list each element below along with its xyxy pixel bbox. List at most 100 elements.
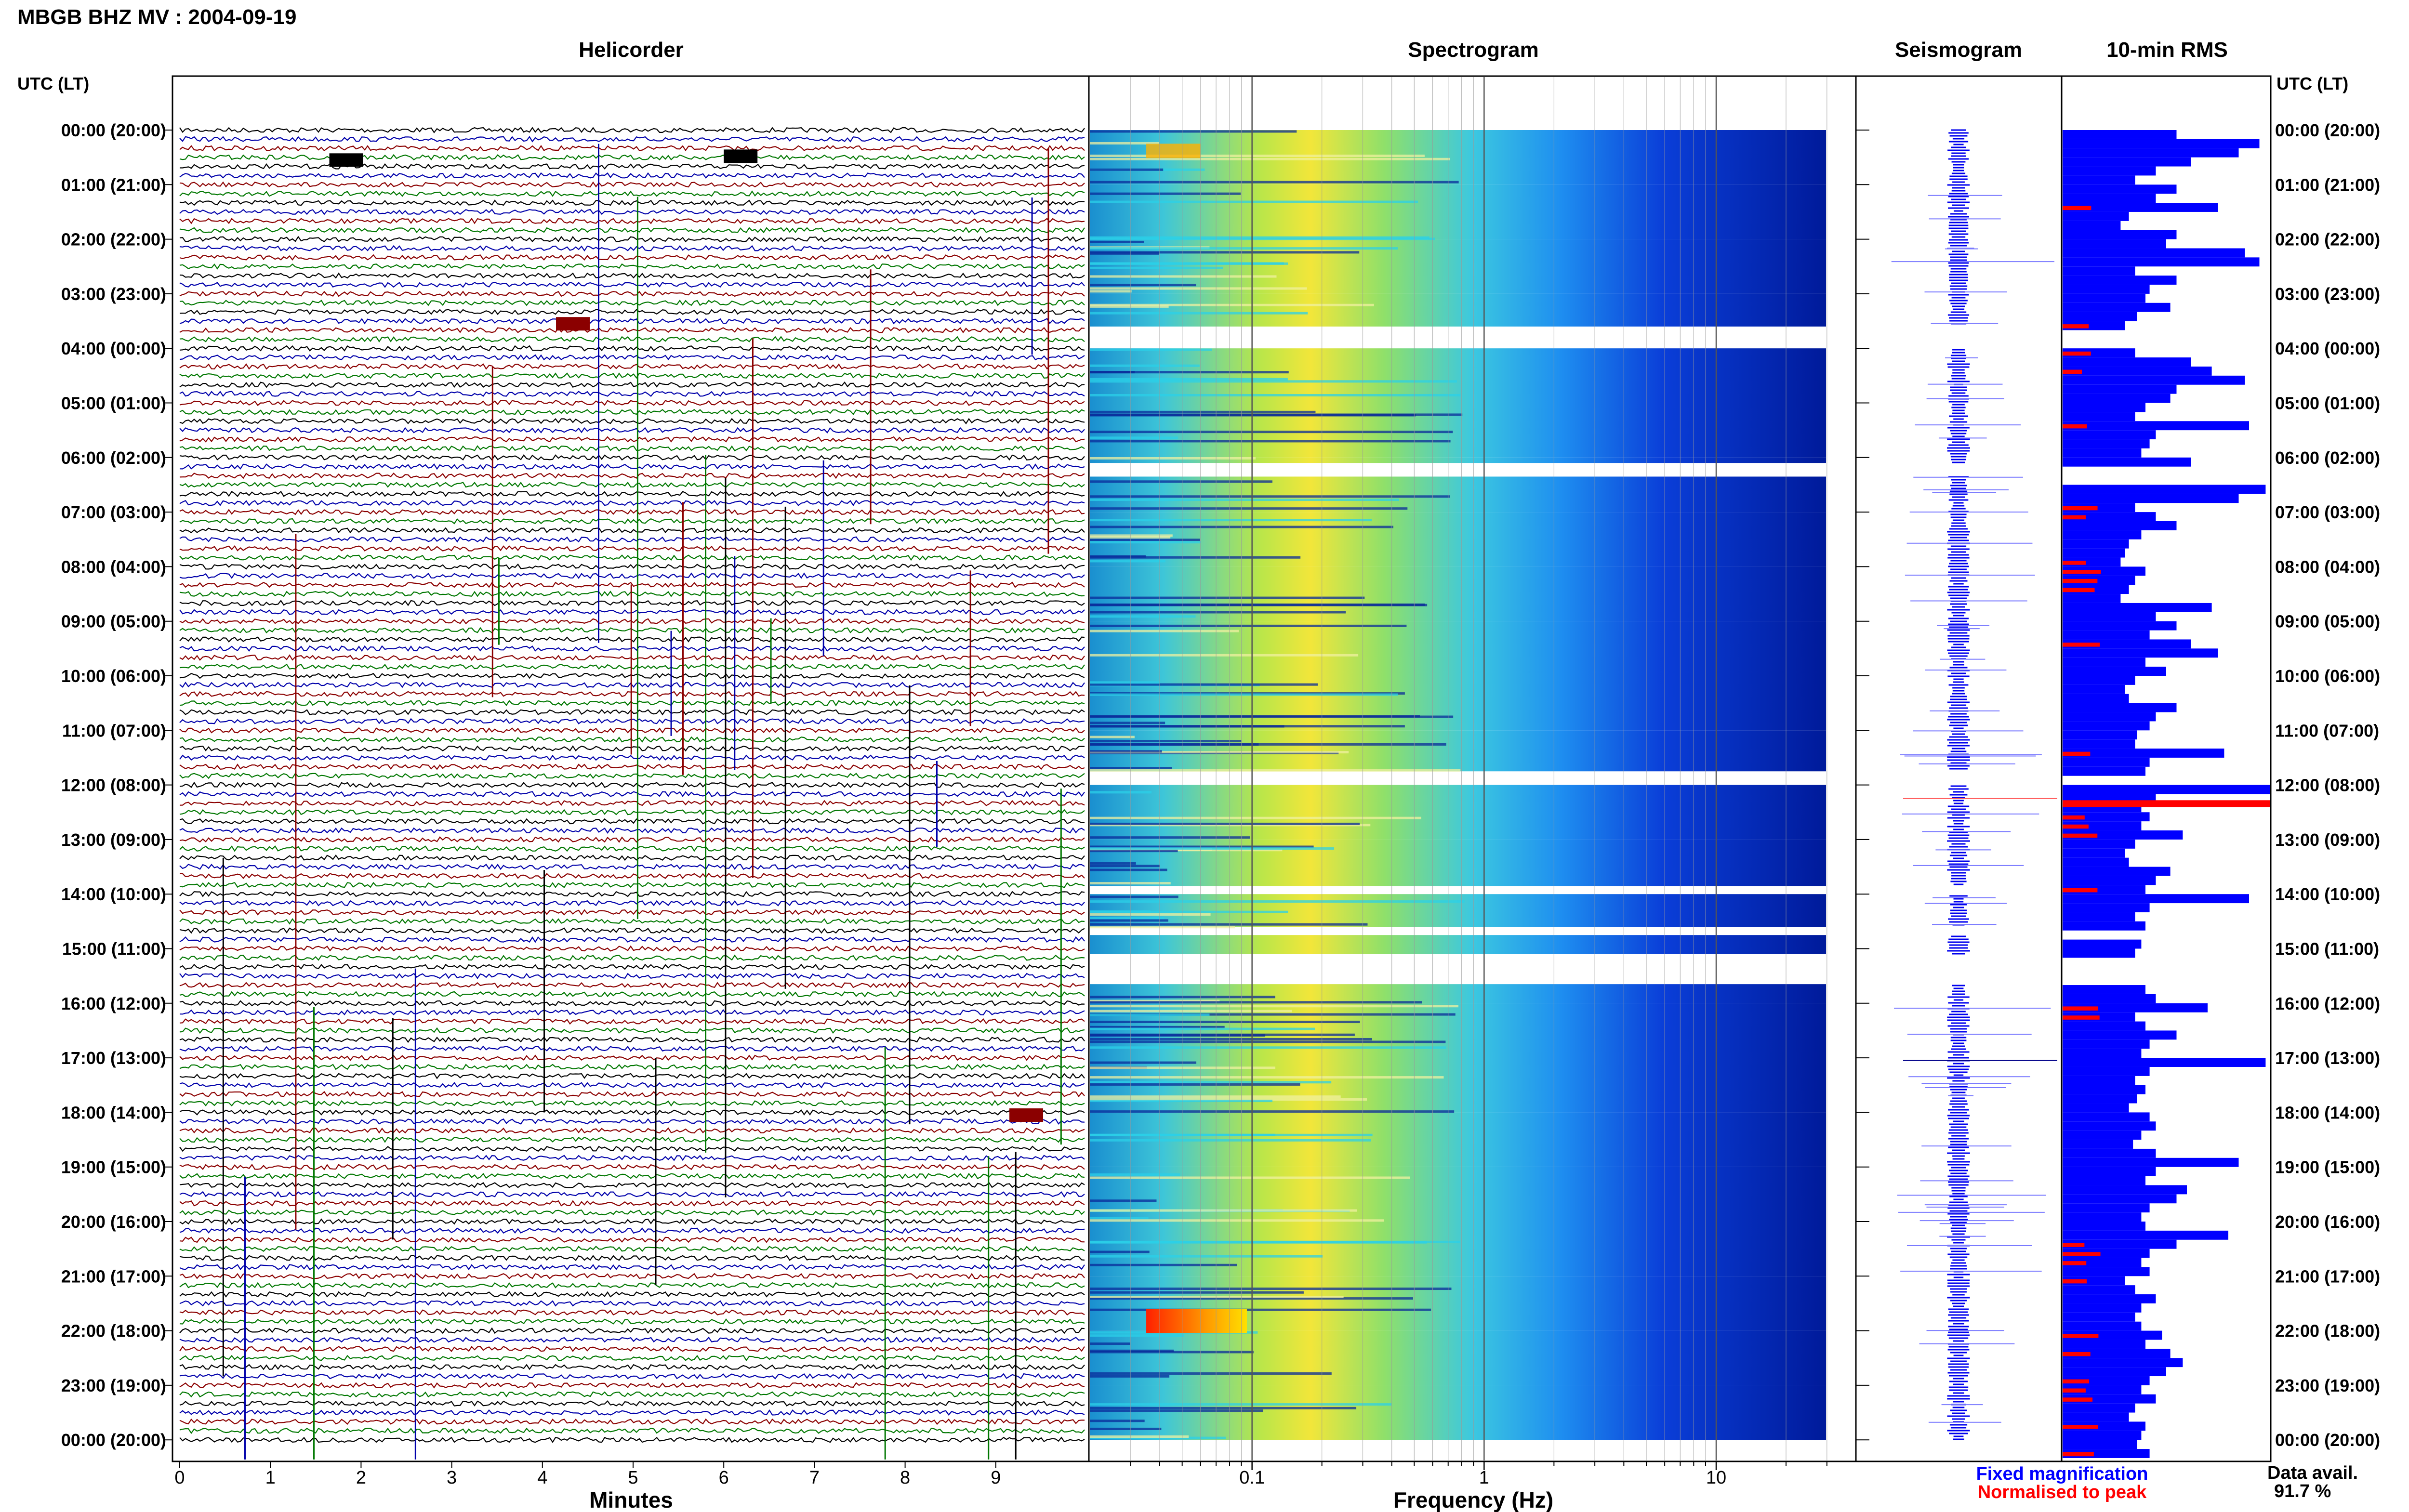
hour-label-right: 02:00 (22:00) bbox=[2275, 230, 2380, 250]
spectrogram-streak bbox=[1090, 1403, 1392, 1406]
spectrogram-streak bbox=[1090, 1038, 1372, 1040]
spectrogram-streak bbox=[1090, 743, 1446, 746]
helicorder-trace bbox=[179, 927, 1085, 934]
hour-label-left: 06:00 (02:00) bbox=[61, 448, 166, 468]
spectrogram-streak bbox=[1090, 1176, 1410, 1179]
spectrogram-streak bbox=[1090, 1217, 1149, 1220]
hour-label-left: 16:00 (12:00) bbox=[61, 994, 166, 1013]
spectrogram-streak bbox=[1090, 247, 1398, 250]
minute-tick-label: 7 bbox=[809, 1468, 820, 1488]
rms-bar bbox=[2063, 412, 2135, 421]
rms-peak-bar bbox=[2063, 643, 2100, 647]
rms-bar bbox=[2063, 285, 2150, 294]
rms-bar bbox=[2063, 1212, 2142, 1222]
helicorder-trace bbox=[179, 1009, 1085, 1016]
rms-bar bbox=[2063, 357, 2191, 367]
spectrogram-streak bbox=[1090, 410, 1316, 413]
rms-peak-bar bbox=[2063, 506, 2098, 511]
helicorder-trace bbox=[179, 1172, 1085, 1180]
helicorder-trace bbox=[179, 400, 1085, 406]
hour-label-left: 00:00 (20:00) bbox=[61, 120, 166, 140]
helicorder-trace bbox=[179, 181, 1085, 188]
rms-bar bbox=[2063, 439, 2150, 448]
rms-peak-bar bbox=[2063, 1379, 2090, 1384]
helicorder-trace bbox=[179, 572, 1085, 579]
hour-label-left: 19:00 (15:00) bbox=[61, 1157, 166, 1177]
rms-bar bbox=[2063, 1140, 2133, 1149]
rms-bar bbox=[2063, 785, 2270, 794]
hour-label-right: 09:00 (05:00) bbox=[2275, 612, 2380, 631]
helicorder-trace bbox=[179, 190, 1085, 197]
hour-label-right: 22:00 (18:00) bbox=[2275, 1321, 2380, 1341]
rms-panel bbox=[2061, 75, 2272, 1462]
rms-bar bbox=[2063, 694, 2129, 703]
helicorder-trace bbox=[179, 718, 1085, 724]
helicorder-trace bbox=[179, 1027, 1085, 1034]
rms-peak-bar bbox=[2063, 1334, 2099, 1338]
minute-axis: 0 1 2 3 4 5 6 7 8 9 bbox=[174, 1461, 1001, 1488]
frequency-axis: 0.1 1 10 bbox=[1130, 1461, 1827, 1488]
spectrogram-band bbox=[1090, 348, 1826, 403]
spectrogram-streak bbox=[1090, 303, 1374, 306]
helicorder-trace bbox=[179, 226, 1085, 234]
helicorder-trace bbox=[179, 763, 1085, 770]
helicorder-trace bbox=[179, 1136, 1085, 1143]
helicorder-trace bbox=[179, 745, 1085, 752]
spectrogram-streak bbox=[1090, 287, 1307, 290]
spectrogram-streak bbox=[1090, 1263, 1237, 1266]
helicorder-trace bbox=[179, 909, 1085, 916]
spectrogram-streak bbox=[1090, 847, 1335, 850]
rms-bar bbox=[2063, 130, 2177, 139]
hour-label-left: 21:00 (17:00) bbox=[61, 1266, 166, 1286]
helicorder-trace bbox=[179, 1118, 1085, 1125]
hour-label-left: 20:00 (16:00) bbox=[61, 1212, 166, 1232]
helicorder-trace bbox=[179, 1163, 1085, 1170]
rms-bar bbox=[2063, 1112, 2150, 1122]
rms-bar bbox=[2063, 1121, 2156, 1131]
hour-labels-right: 00:00 (20:00) 01:00 (21:00) 02:00 (22:00) 0… bbox=[2275, 120, 2380, 1450]
hour-label-right: 23:00 (19:00) bbox=[2275, 1376, 2380, 1395]
rms-bar bbox=[2063, 948, 2135, 958]
rms-peak-bar bbox=[2063, 1397, 2093, 1402]
rms-bar bbox=[2063, 530, 2142, 539]
rms-bar bbox=[2063, 739, 2135, 749]
helicorder-trace bbox=[179, 1255, 1085, 1262]
helicorder-trace bbox=[179, 281, 1085, 288]
helicorder-trace bbox=[179, 254, 1085, 261]
spectrogram-streak bbox=[1090, 413, 1463, 416]
spectrogram-streak bbox=[1090, 845, 1314, 848]
rms-bar bbox=[2063, 211, 2129, 221]
helicorder-trace bbox=[179, 945, 1085, 952]
spectrogram-streak bbox=[1090, 1427, 1162, 1430]
hour-label-right: 05:00 (01:00) bbox=[2275, 394, 2380, 413]
rms-bar bbox=[2063, 1076, 2135, 1085]
helicorder-trace bbox=[179, 509, 1085, 515]
spectrogram-streak bbox=[1090, 1255, 1323, 1258]
rms-bar bbox=[2063, 1021, 2145, 1031]
hour-label-right: 21:00 (17:00) bbox=[2275, 1266, 2380, 1286]
rms-peak-bar bbox=[2063, 800, 2270, 807]
spectrogram-streak bbox=[1090, 158, 1450, 160]
spectrogram-streak bbox=[1090, 275, 1277, 278]
helicorder-trace bbox=[179, 408, 1085, 416]
time-header-right: UTC (LT) bbox=[2277, 74, 2348, 93]
spectrogram-streak bbox=[1090, 1241, 1427, 1244]
rms-bar bbox=[2063, 302, 2171, 312]
spectrogram-streak bbox=[1090, 683, 1318, 686]
helicorder-panel bbox=[172, 75, 1090, 1462]
hour-label-right: 11:00 (07:00) bbox=[2275, 721, 2379, 740]
rms-bar bbox=[2063, 1285, 2135, 1295]
seismogram-panel bbox=[1855, 75, 2063, 1462]
helicorder-trace bbox=[179, 418, 1085, 425]
helicorder-trace bbox=[179, 363, 1085, 370]
spectrogram-streak bbox=[1090, 290, 1132, 293]
spectrogram-streak bbox=[1090, 440, 1451, 443]
spectrogram-streak bbox=[1090, 1061, 1197, 1064]
rms-bar bbox=[2063, 766, 2145, 776]
rms-bar bbox=[2063, 1094, 2137, 1104]
spectrogram-streak bbox=[1090, 996, 1275, 999]
rms-bar bbox=[2063, 539, 2129, 549]
spectrogram-streak bbox=[1090, 722, 1165, 724]
helicorder-trace bbox=[179, 663, 1085, 670]
rms-peak-bar bbox=[2063, 1388, 2086, 1393]
